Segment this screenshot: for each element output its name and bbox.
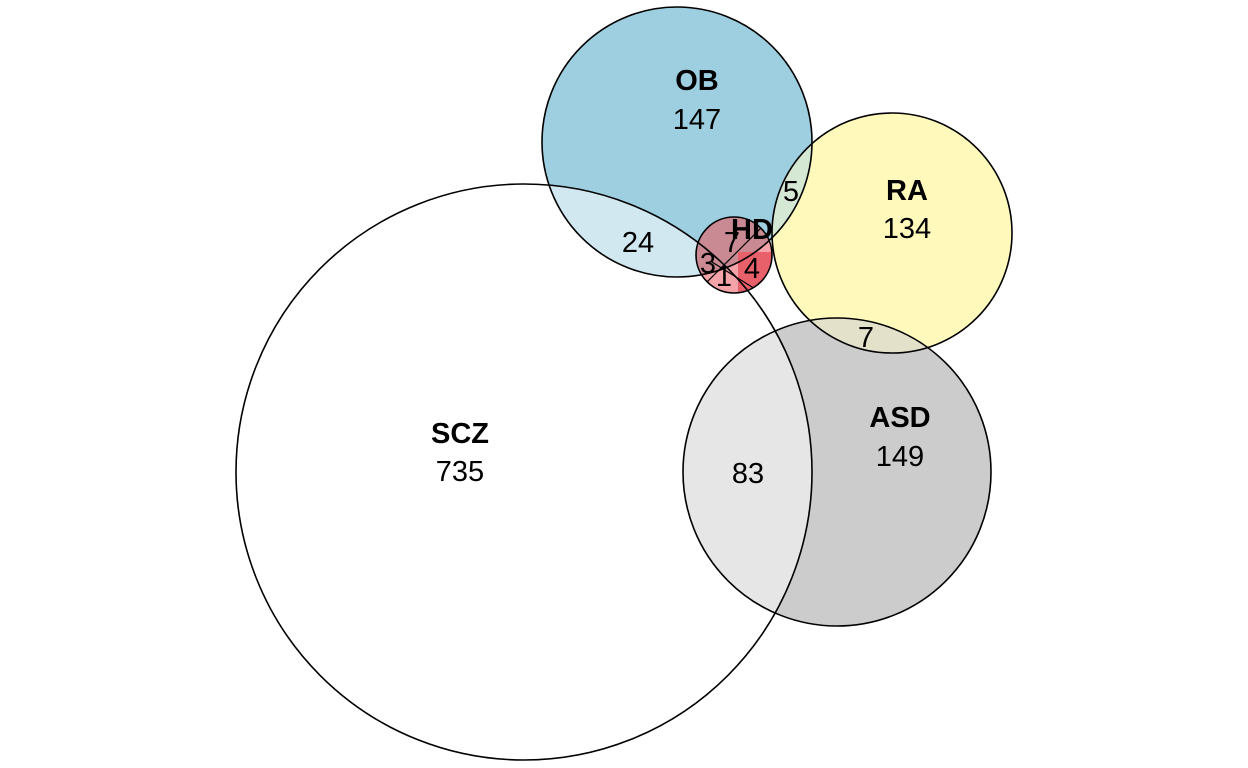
scz-circle	[236, 184, 812, 760]
ra-circle	[772, 113, 1012, 353]
scz-asd-overlap-fill	[683, 318, 812, 626]
hd-name: HD	[731, 214, 773, 246]
overlap-ob-ra: 5	[783, 176, 799, 208]
overlap-hd-only: 4	[744, 253, 760, 285]
ra-outline	[771, 112, 1013, 354]
hd-divider-line	[696, 217, 772, 293]
ob-count: 147	[673, 104, 721, 136]
ob-outline	[541, 6, 813, 278]
ob-name: OB	[675, 65, 719, 97]
overlap-scz-ob-hd: 3	[700, 248, 716, 280]
overlap-ob-hd: 7	[724, 227, 740, 259]
scz-name: SCZ	[431, 418, 489, 450]
hd-divider-line	[711, 261, 761, 293]
overlap-scz-asd: 83	[732, 458, 764, 490]
scz-count: 735	[436, 456, 484, 488]
hd-outline	[695, 216, 773, 294]
overlap-scz-ob: 24	[622, 227, 654, 259]
asd-name: ASD	[869, 402, 930, 434]
scz-outline	[235, 183, 813, 761]
overlap-ra-asd: 7	[858, 322, 874, 354]
ra-name: RA	[886, 175, 928, 207]
asd-count: 149	[876, 441, 924, 473]
asd-outline	[682, 317, 992, 627]
overlap-scz-hd: 1	[716, 261, 732, 293]
ra-count: 134	[883, 213, 931, 245]
